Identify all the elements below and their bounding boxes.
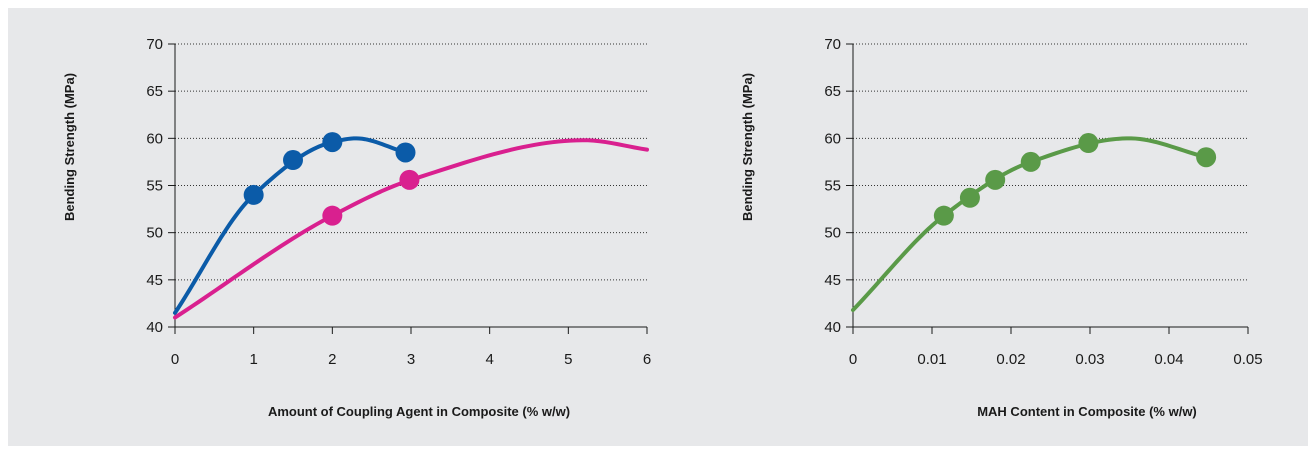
y-tick-label: 65 xyxy=(824,83,841,100)
data-point-series-1 xyxy=(1020,151,1041,172)
fit-curve-series-2 xyxy=(173,138,649,320)
x-tick-label: 0.05 xyxy=(1233,351,1262,368)
left-x-tick-labels: 0 1 2 3 4 5 6 xyxy=(171,327,651,368)
data-point-series-2 xyxy=(322,205,343,226)
x-tick-label: 5 xyxy=(564,351,572,368)
x-tick-label: 0.04 xyxy=(1154,351,1183,368)
x-tick-label: 6 xyxy=(643,351,651,368)
y-tick-label: 55 xyxy=(146,178,163,195)
left-fit-curves xyxy=(173,136,649,320)
y-tick-label: 65 xyxy=(146,83,163,100)
chart-right: 40 45 50 55 60 65 70 0 0.01 0.02 0.03 0.04 0.05 Ben… xyxy=(740,36,1263,419)
data-point-series-1 xyxy=(933,205,954,226)
y-tick-label: 70 xyxy=(146,36,163,53)
data-point-series-1 xyxy=(322,132,343,153)
x-tick-label: 3 xyxy=(407,351,415,368)
right-y-axis-label: Bending Strength (MPa) xyxy=(740,73,755,221)
x-tick-label: 0.01 xyxy=(917,351,946,368)
x-tick-label: 0.02 xyxy=(996,351,1025,368)
y-tick-label: 40 xyxy=(146,319,163,336)
y-tick-label: 45 xyxy=(824,272,841,289)
data-point-series-1 xyxy=(1078,133,1099,154)
data-point-series-1 xyxy=(959,187,980,208)
x-tick-label: 0 xyxy=(171,351,179,368)
x-tick-label: 4 xyxy=(485,351,493,368)
left-gridlines xyxy=(175,43,647,281)
y-tick-label: 55 xyxy=(824,178,841,195)
left-y-tick-labels: 40 45 50 55 60 65 70 xyxy=(146,36,175,336)
data-point-series-1 xyxy=(985,169,1006,190)
y-tick-label: 70 xyxy=(824,36,841,53)
right-x-tick-labels: 0 0.01 0.02 0.03 0.04 0.05 xyxy=(849,327,1263,368)
y-tick-label: 60 xyxy=(824,130,841,147)
y-tick-label: 45 xyxy=(146,272,163,289)
y-tick-label: 40 xyxy=(824,319,841,336)
data-point-series-1 xyxy=(243,184,264,205)
y-tick-label: 60 xyxy=(146,130,163,147)
x-tick-label: 0 xyxy=(849,351,857,368)
x-tick-label: 2 xyxy=(328,351,336,368)
data-point-series-2 xyxy=(399,169,420,190)
left-y-axis-label: Bending Strength (MPa) xyxy=(62,73,77,221)
left-data-points xyxy=(243,132,420,226)
right-x-axis-label: MAH Content in Composite (% w/w) xyxy=(977,404,1197,419)
y-tick-label: 50 xyxy=(146,225,163,242)
data-point-series-1 xyxy=(1196,147,1217,168)
right-data-points xyxy=(933,133,1217,226)
x-tick-label: 0.03 xyxy=(1075,351,1104,368)
data-point-series-1 xyxy=(395,142,416,163)
left-x-axis-label: Amount of Coupling Agent in Composite (%… xyxy=(268,404,570,419)
right-y-tick-labels: 40 45 50 55 60 65 70 xyxy=(824,36,853,336)
y-tick-label: 50 xyxy=(824,225,841,242)
data-point-series-1 xyxy=(283,150,303,171)
figure-panel xyxy=(8,8,1308,446)
x-tick-label: 1 xyxy=(249,351,257,368)
